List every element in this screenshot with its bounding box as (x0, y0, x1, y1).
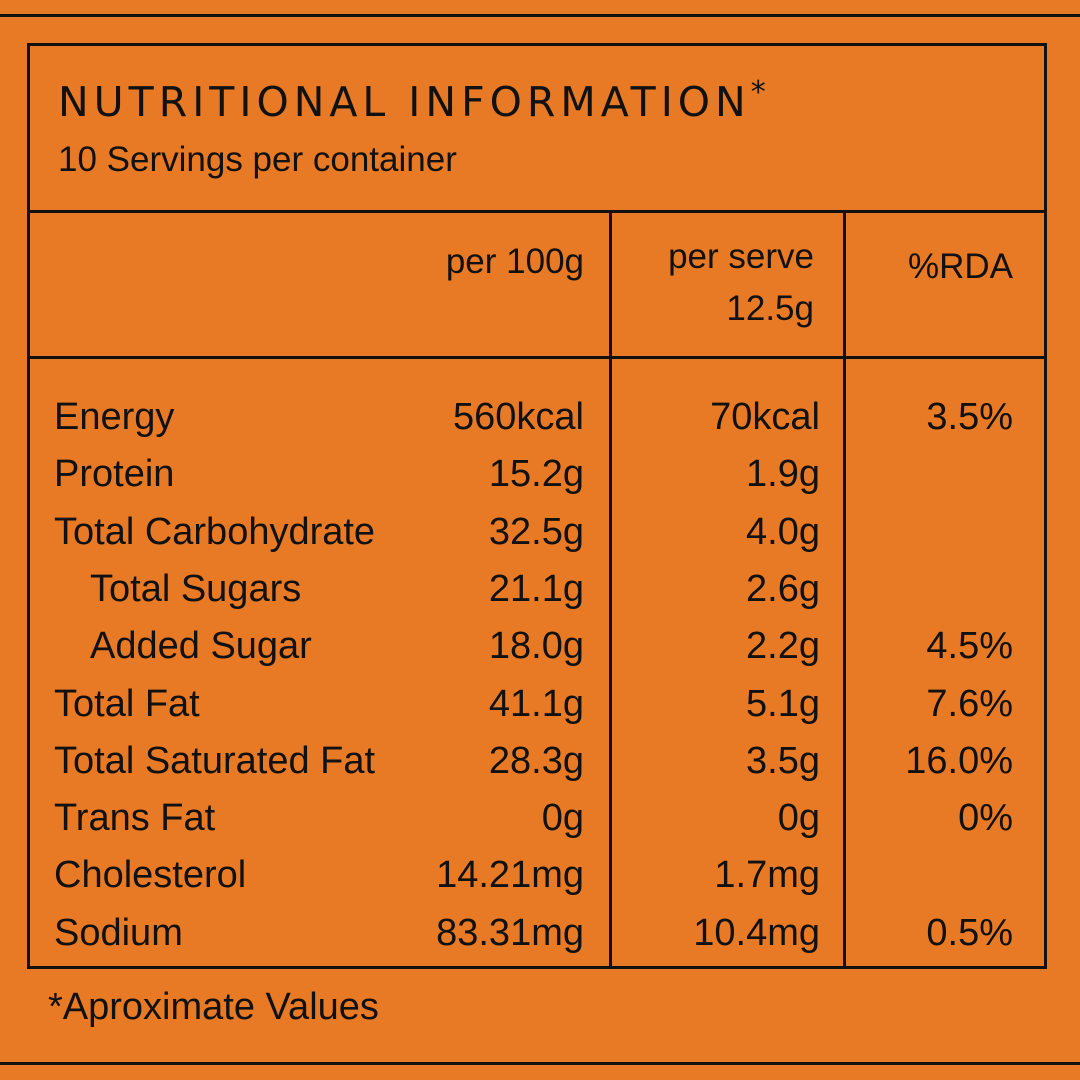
nutrient-row: Cholesterol 14.21mg 1.7mg (30, 847, 1044, 904)
value-rda: 7.6% (926, 682, 1013, 725)
nutrient-row: Added Sugar 18.0g 2.2g 4.5% (30, 618, 1044, 675)
body-divider (30, 356, 1044, 359)
bottom-rule (0, 1062, 1080, 1065)
value-per-100g: 83.31mg (436, 911, 584, 954)
nutrient-row: Total Sugars 21.1g 2.6g (30, 561, 1044, 618)
value-per-serve: 0g (777, 797, 820, 840)
panel-title: NUTRITIONAL INFORMATION* (58, 78, 766, 123)
column-header-per-100g: per 100g (445, 242, 584, 281)
value-per-serve: 1.9g (746, 453, 820, 496)
column-header-rda: %RDA (907, 247, 1013, 286)
value-rda: 3.5% (926, 396, 1013, 438)
value-rda: 16.0% (905, 739, 1013, 782)
column-divider-per-serve (609, 210, 612, 966)
nutrient-row: Sodium 83.31mg 10.4mg 0.5% (30, 905, 1044, 962)
value-per-100g: 21.1g (488, 567, 584, 610)
value-per-100g: 560kcal (453, 396, 584, 438)
title-text: NUTRITIONAL INFORMATION (58, 78, 751, 126)
nutrient-name: Protein (54, 453, 175, 496)
per-serve-label: per serve (668, 237, 814, 276)
value-rda: 4.5% (926, 625, 1013, 668)
value-per-100g: 14.21mg (436, 854, 584, 897)
value-per-100g: 28.3g (488, 739, 584, 782)
column-header-per-serve: per serve 12.5g (668, 231, 814, 335)
nutrient-name: Total Sugars (90, 567, 302, 610)
nutrient-name: Added Sugar (90, 625, 312, 668)
value-per-serve: 4.0g (746, 510, 820, 553)
nutrient-row: Trans Fat 0g 0g 0% (30, 790, 1044, 847)
footnote: *Aproximate Values (48, 986, 379, 1028)
nutrient-row: Total Carbohydrate 32.5g 4.0g (30, 504, 1044, 561)
nutrient-name: Total Fat (54, 682, 200, 725)
value-per-100g: 18.0g (488, 625, 584, 668)
value-per-serve: 5.1g (746, 682, 820, 725)
nutrition-panel: NUTRITIONAL INFORMATION* 10 Servings per… (27, 43, 1047, 969)
nutrient-name: Total Saturated Fat (54, 739, 376, 782)
value-per-serve: 1.7mg (714, 854, 820, 897)
servings-per-container: 10 Servings per container (58, 140, 457, 179)
title-asterisk: * (750, 75, 766, 110)
value-per-100g: 32.5g (488, 510, 584, 553)
value-per-serve: 2.2g (746, 625, 820, 668)
top-rule (0, 14, 1080, 17)
value-per-100g: 41.1g (488, 682, 584, 725)
value-per-serve: 10.4mg (693, 911, 820, 954)
nutrient-row: Total Fat 41.1g 5.1g 7.6% (30, 676, 1044, 733)
value-rda: 0.5% (926, 911, 1013, 954)
column-divider-rda (843, 210, 846, 966)
nutrient-name: Sodium (54, 911, 183, 954)
nutrient-name: Cholesterol (54, 854, 247, 897)
header-divider (30, 210, 1044, 213)
per-serve-weight: 12.5g (726, 289, 814, 328)
value-per-serve: 70kcal (710, 396, 820, 438)
value-per-serve: 3.5g (746, 739, 820, 782)
value-per-serve: 2.6g (746, 567, 820, 610)
nutrient-row: Protein 15.2g 1.9g (30, 446, 1044, 503)
value-per-100g: 15.2g (488, 453, 584, 496)
nutrient-name: Energy (54, 396, 175, 438)
value-per-100g: 0g (541, 797, 584, 840)
value-rda: 0% (958, 797, 1013, 840)
nutrient-row: Energy 560kcal 70kcal 3.5% (30, 389, 1044, 446)
nutrient-name: Total Carbohydrate (54, 510, 376, 553)
nutrient-row: Total Saturated Fat 28.3g 3.5g 16.0% (30, 733, 1044, 790)
nutrient-name: Trans Fat (54, 797, 216, 840)
